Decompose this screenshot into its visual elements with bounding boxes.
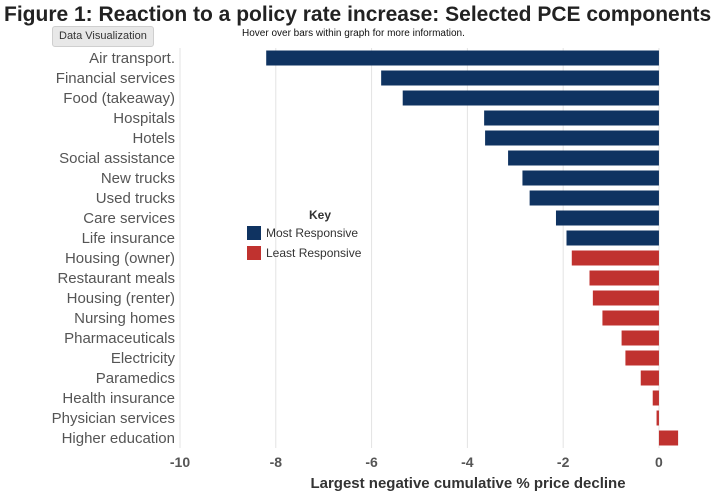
bar[interactable]: [656, 410, 659, 426]
category-label: Financial services: [56, 70, 175, 87]
x-tick-label: -4: [461, 454, 474, 470]
category-label: Restaurant meals: [57, 270, 175, 287]
x-tick-label: -8: [270, 454, 283, 470]
bar[interactable]: [625, 350, 659, 366]
category-label: Physician services: [52, 410, 175, 427]
x-tick-label: 0: [655, 454, 663, 470]
category-label: Nursing homes: [74, 310, 175, 327]
x-tick-label: -2: [557, 454, 570, 470]
category-label: Electricity: [111, 350, 176, 367]
bar[interactable]: [266, 50, 659, 66]
category-label: Housing (owner): [65, 250, 175, 267]
bar[interactable]: [555, 210, 659, 226]
legend-label: Least Responsive: [266, 246, 362, 260]
chart-title: Figure 1: Reaction to a policy rate incr…: [4, 3, 712, 26]
chart-subtitle: Hover over bars within graph for more in…: [242, 28, 465, 39]
x-tick-label: -10: [170, 454, 190, 470]
category-label: Social assistance: [59, 150, 175, 167]
bar[interactable]: [589, 270, 659, 286]
category-label: Housing (renter): [67, 290, 175, 307]
bar[interactable]: [522, 170, 659, 186]
category-label: Food (takeaway): [63, 90, 175, 107]
category-label: Life insurance: [82, 230, 175, 247]
category-label: Air transport.: [89, 50, 175, 67]
legend-title: Key: [309, 208, 331, 222]
bar[interactable]: [640, 370, 659, 386]
bar[interactable]: [402, 90, 659, 106]
bar[interactable]: [529, 190, 659, 206]
category-label: Higher education: [62, 430, 175, 447]
bar[interactable]: [621, 330, 659, 346]
legend-label: Most Responsive: [266, 226, 358, 240]
legend-swatch: [247, 226, 261, 240]
bar[interactable]: [571, 250, 659, 266]
category-label: Used trucks: [96, 190, 175, 207]
bar[interactable]: [485, 130, 659, 146]
x-axis-label: Largest negative cumulative % price decl…: [310, 475, 625, 492]
bar[interactable]: [508, 150, 659, 166]
x-tick-label: -6: [365, 454, 378, 470]
bar[interactable]: [484, 110, 659, 126]
category-label: Health insurance: [62, 390, 175, 407]
bar[interactable]: [592, 290, 659, 306]
data-visualization-badge[interactable]: Data Visualization: [52, 26, 154, 47]
legend-swatch: [247, 246, 261, 260]
bar[interactable]: [381, 70, 659, 86]
category-label: Care services: [83, 210, 175, 227]
category-label: New trucks: [101, 170, 175, 187]
bar[interactable]: [652, 390, 659, 406]
bar[interactable]: [566, 230, 659, 246]
bar[interactable]: [658, 430, 679, 446]
category-label: Hospitals: [113, 110, 175, 127]
category-label: Hotels: [132, 130, 175, 147]
category-label: Paramedics: [96, 370, 175, 387]
category-label: Pharmaceuticals: [64, 330, 175, 347]
bar[interactable]: [602, 310, 659, 326]
